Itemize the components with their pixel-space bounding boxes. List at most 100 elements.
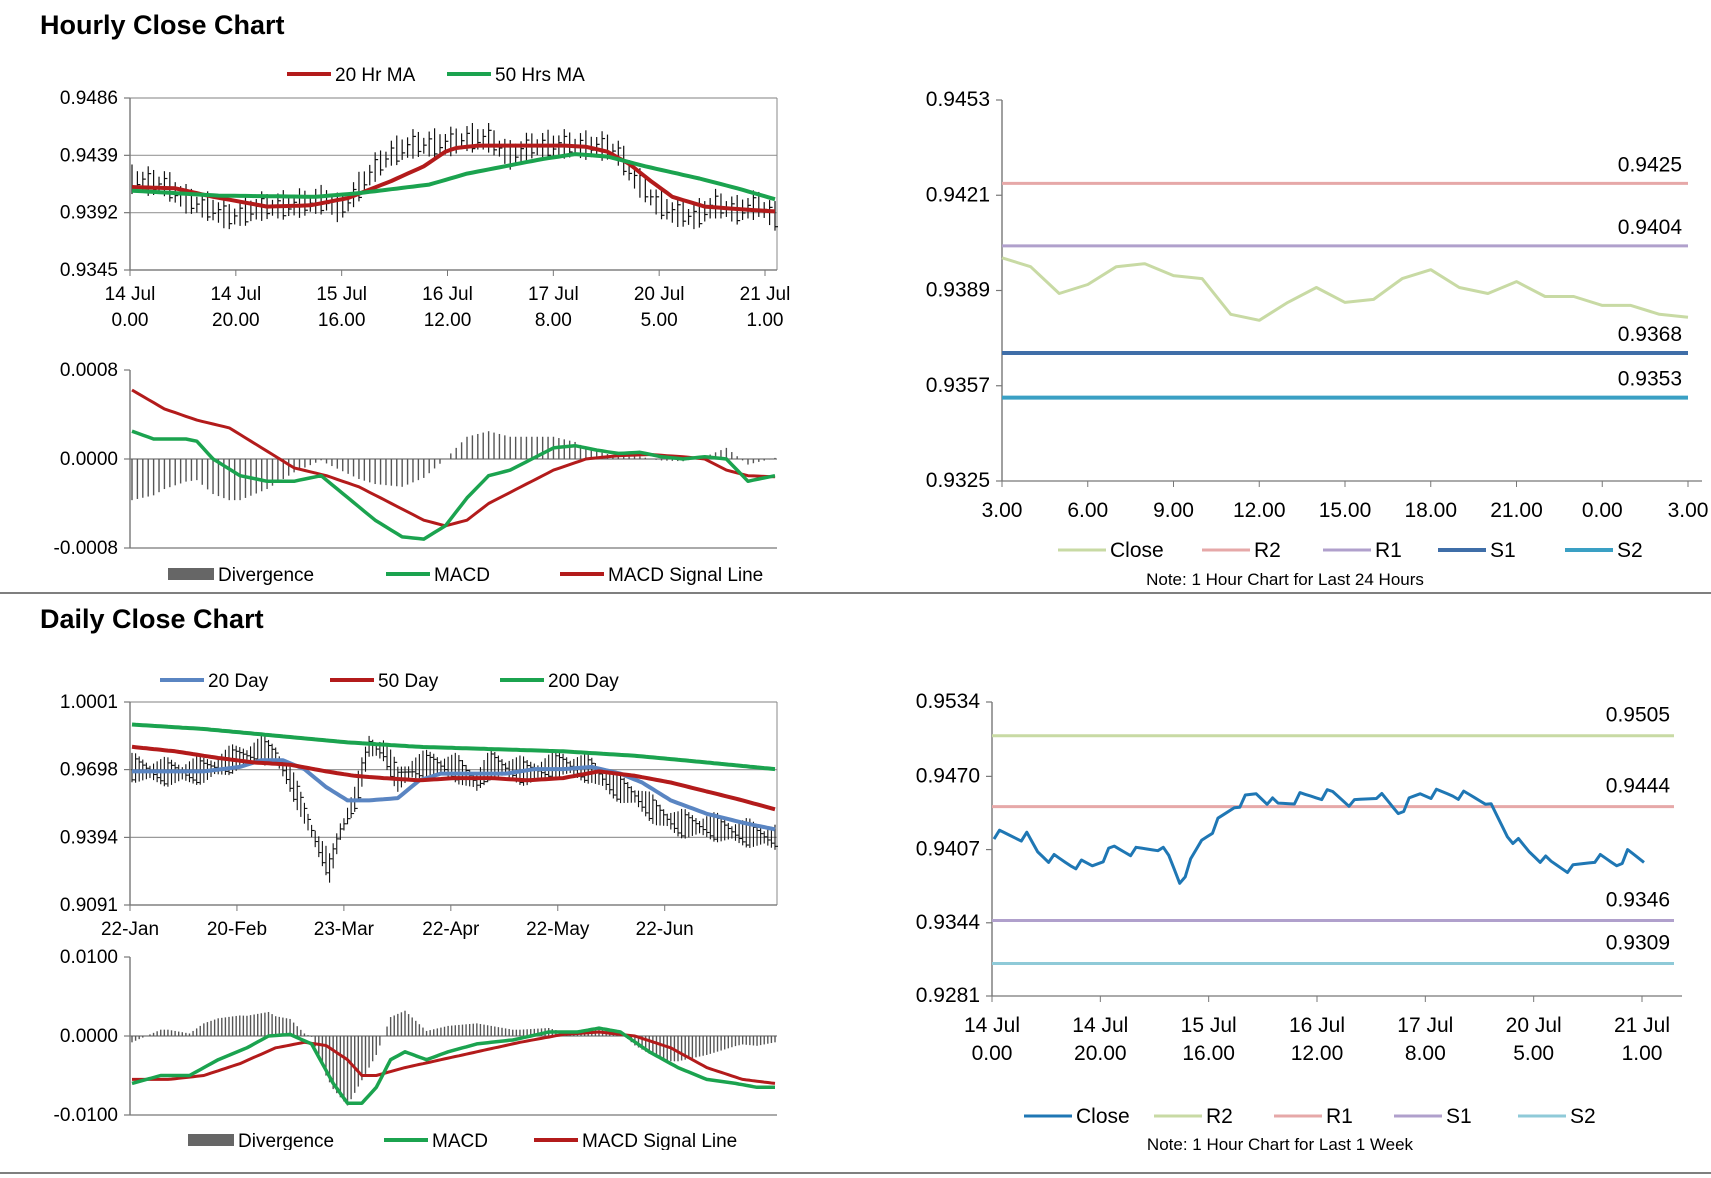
y-tick-label: 0.9407 [916, 838, 980, 861]
x-tick-label: 17 Jul [1397, 1014, 1453, 1037]
y-tick-label: -0.0008 [54, 538, 118, 559]
x-tick-label: 3.00 [982, 499, 1023, 522]
level-label: 0.9444 [1606, 775, 1671, 798]
x-tick-label: 12.00 [1233, 499, 1286, 522]
legend-label: MACD Signal Line [582, 1131, 737, 1150]
hourly-macd-chart: 0.0008 0.0000 -0.0008 Divergence MACD MACD Si… [54, 360, 777, 586]
x-tick-label: 17 Jul [528, 284, 579, 305]
x-tick-label: 20.00 [1074, 1042, 1127, 1065]
legend-label: 50 Hrs MA [495, 65, 585, 86]
legend-label: MACD [434, 565, 490, 586]
level-label: 0.9309 [1606, 931, 1670, 954]
x-tick-label: 22-Jan [101, 919, 159, 940]
x-tick-label: 14 Jul [964, 1014, 1020, 1037]
x-tick-label: 14 Jul [210, 284, 261, 305]
x-tick-label: 5.00 [1513, 1042, 1554, 1065]
y-tick-label: 0.0000 [60, 449, 118, 470]
chart-note: Note: 1 Hour Chart for Last 24 Hours [1146, 570, 1424, 589]
level-label: 0.9368 [1618, 323, 1682, 346]
bottom-divider [0, 1172, 1711, 1174]
legend-label: Close [1076, 1105, 1130, 1128]
level-label: 0.9425 [1618, 153, 1682, 176]
x-tick-label: 21.00 [1490, 499, 1543, 522]
macd-line [131, 1026, 775, 1105]
legend-label: 50 Day [378, 671, 439, 692]
legend-swatch [168, 568, 214, 580]
ma-50day-line [131, 744, 776, 812]
y-tick-label: 0.9389 [926, 279, 990, 302]
y-tick-label: -0.0100 [54, 1105, 118, 1126]
level-label: 0.9404 [1618, 216, 1683, 239]
ma-20hr-line [131, 143, 776, 214]
close-line [992, 787, 1645, 885]
legend-label: S2 [1617, 539, 1643, 562]
y-tick-label: 0.9281 [916, 984, 980, 1007]
y-tick-label: 0.0008 [60, 360, 118, 381]
hourly-24h-chart: 0.9453 0.9421 0.9389 0.9357 0.9325 0.9425 0.94… [926, 88, 1709, 589]
y-tick-label: 0.9392 [60, 203, 118, 224]
legend-label: R2 [1254, 539, 1281, 562]
legend-label: MACD [432, 1131, 488, 1150]
y-tick-label: 0.9344 [916, 911, 981, 934]
x-tick-label: 1.00 [747, 310, 784, 331]
legend-label: R2 [1206, 1105, 1233, 1128]
x-tick-label: 0.00 [112, 310, 149, 331]
daily-macd-chart: 0.0100 0.0000 -0.0100 Divergence MACD MACD Si… [54, 947, 777, 1150]
x-tick-label: 16 Jul [422, 284, 473, 305]
hourly-price-chart: 0.9486 0.9439 0.9392 0.9345 14 Jul 0.00 14 Jul… [60, 65, 791, 331]
x-tick-label: 16 Jul [1289, 1014, 1345, 1037]
y-tick-label: 0.9698 [60, 760, 118, 781]
x-tick-label: 5.00 [641, 310, 678, 331]
x-tick-label: 6.00 [1067, 499, 1108, 522]
x-tick-label: 12.00 [1291, 1042, 1344, 1065]
legend-label: S1 [1490, 539, 1516, 562]
ma-20day-line [132, 758, 776, 832]
x-tick-label: 8.00 [1405, 1042, 1446, 1065]
x-tick-label: 15.00 [1319, 499, 1372, 522]
x-tick-label: 23-Mar [314, 919, 375, 940]
y-tick-label: 0.9357 [926, 374, 990, 397]
y-tick-label: 0.9394 [60, 827, 119, 848]
legend-label: R1 [1375, 539, 1402, 562]
legend-label: Divergence [238, 1131, 334, 1150]
x-tick-label: 18.00 [1404, 499, 1457, 522]
x-tick-label: 8.00 [535, 310, 572, 331]
y-tick-label: 0.9345 [60, 260, 118, 281]
daily-1wk-chart: 0.9534 0.9470 0.9407 0.9344 0.9281 0.9505 0.94… [916, 690, 1682, 1154]
level-label: 0.9353 [1618, 368, 1682, 391]
x-tick-label: 0.00 [972, 1042, 1013, 1065]
legend-label: Close [1110, 539, 1164, 562]
legend-label: 200 Day [548, 671, 619, 692]
macd-line [131, 429, 776, 541]
y-tick-label: 1.0001 [60, 692, 118, 713]
level-label: 0.9346 [1606, 888, 1670, 911]
ma-50hr-line [131, 152, 776, 202]
legend-swatch [188, 1134, 234, 1146]
x-tick-label: 14 Jul [1072, 1014, 1128, 1037]
x-tick-label: 16.00 [1182, 1042, 1235, 1065]
x-tick-label: 22-May [526, 919, 590, 940]
x-tick-label: 21 Jul [740, 284, 791, 305]
x-tick-label: 22-Apr [422, 919, 480, 940]
x-tick-label: 12.00 [424, 310, 472, 331]
y-tick-label: 0.9486 [60, 88, 118, 109]
legend-label: 20 Day [208, 671, 269, 692]
x-tick-label: 22-Jun [636, 919, 694, 940]
daily-section-title: Daily Close Chart [40, 604, 264, 634]
legend-label: MACD Signal Line [608, 565, 763, 586]
x-tick-label: 14 Jul [105, 284, 156, 305]
y-tick-label: 0.9091 [60, 895, 118, 916]
y-tick-label: 0.9421 [926, 183, 990, 206]
close-line [1001, 256, 1689, 322]
x-tick-label: 20-Feb [207, 919, 267, 940]
x-tick-label: 0.00 [1582, 499, 1623, 522]
legend-label: S2 [1570, 1105, 1596, 1128]
legend-label: Divergence [218, 565, 314, 586]
x-tick-label: 21 Jul [1614, 1014, 1670, 1037]
x-tick-label: 3.00 [1668, 499, 1709, 522]
macd-signal-line [132, 1030, 776, 1085]
hourly-section-title: Hourly Close Chart [40, 10, 285, 40]
x-tick-label: 9.00 [1153, 499, 1194, 522]
x-tick-label: 20 Jul [1506, 1014, 1562, 1037]
ma-200day-line [131, 722, 776, 772]
